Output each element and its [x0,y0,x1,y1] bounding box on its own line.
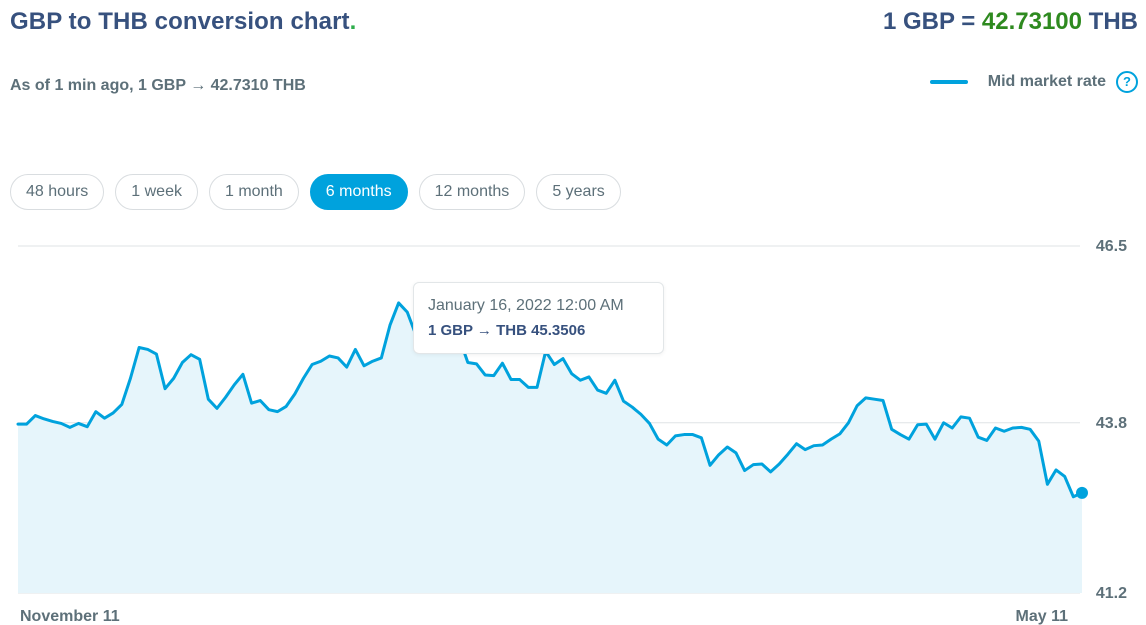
x-tick-label: November 11 [20,608,120,625]
tooltip-value: 1 GBP → THB 45.3506 [428,322,586,339]
chart-tooltip: January 16, 2022 12:00 AM 1 GBP → THB 45… [413,282,664,354]
x-tick-label: May 11 [1016,608,1069,625]
tab-48-hours[interactable]: 48 hours [10,174,105,210]
current-rate: 1 GBP = 42.73100 THB [883,8,1138,36]
rate-value: 42.73100 [981,8,1082,35]
tab-1-week[interactable]: 1 week [115,174,198,210]
rate-prefix: 1 GBP = [882,8,982,35]
legend-label: Mid market rate [987,73,1106,90]
y-tick-label: 41.2 [1096,585,1127,602]
tab-5-years[interactable]: 5 years [536,174,621,210]
legend-swatch [929,80,968,84]
rate-suffix: THB [1082,8,1138,35]
area-fill [18,302,1082,593]
current-point [1076,486,1088,499]
tab-12-months[interactable]: 12 months [418,174,526,210]
page-title: GBP to THB conversion chart. [10,8,357,35]
title-dot: . [349,8,357,35]
time-range-tabs: 48 hours 1 week 1 month 6 months 12 mont… [10,174,632,210]
as-of-text: As of 1 min ago, 1 GBP → 42.7310 THB [10,77,306,94]
chart-legend: Mid market rate ? [929,70,1138,94]
help-icon[interactable]: ? [1116,71,1138,93]
y-tick-label: 43.8 [1096,415,1127,432]
rate-line [16,301,1084,499]
y-tick-label: 46.5 [1096,238,1127,255]
tab-6-months[interactable]: 6 months [309,174,408,210]
tooltip-date: January 16, 2022 12:00 AM [428,297,624,314]
tab-1-month[interactable]: 1 month [208,174,299,210]
